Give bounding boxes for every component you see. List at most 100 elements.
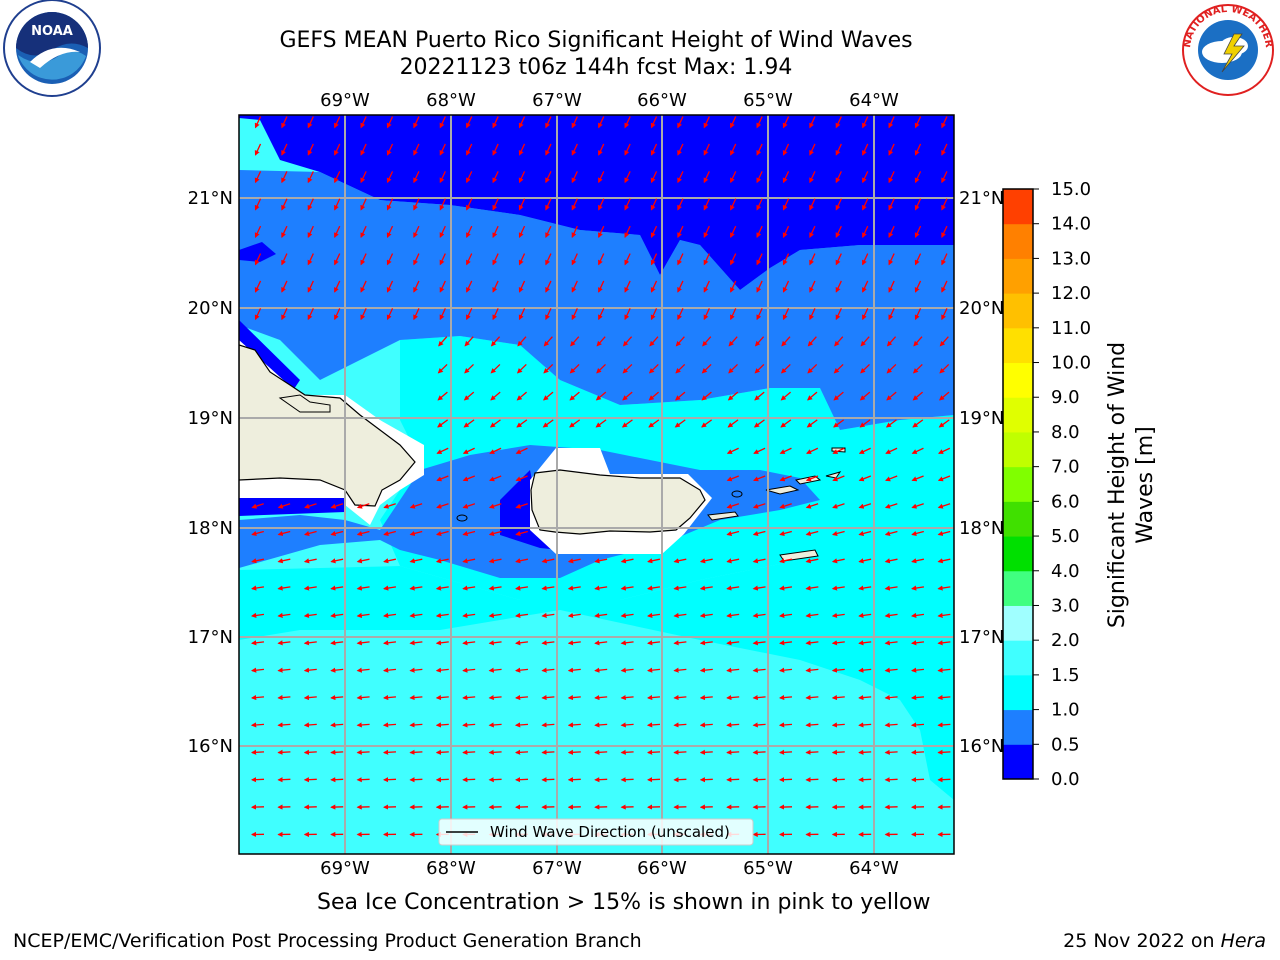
wave-direction-arrow <box>781 336 791 347</box>
wave-direction-arrow <box>360 198 367 211</box>
wave-direction-arrow <box>862 280 869 293</box>
wave-direction-arrow <box>858 640 872 646</box>
wave-direction-arrow <box>835 198 842 211</box>
colorbar-ticks: 15.0 14.0 13.0 12.0 11.0 10.0 9.0 8.0 7.0 6.0 5.0 4… <box>1033 179 1091 790</box>
wind-wave-arrows <box>250 116 951 838</box>
wave-direction-arrow <box>886 363 897 374</box>
wave-direction-arrow <box>462 749 476 755</box>
wave-direction-arrow <box>518 280 526 293</box>
wave-direction-arrow <box>254 116 262 129</box>
colorbar-segment <box>1003 709 1033 745</box>
wave-direction-arrow <box>545 280 552 293</box>
wave-direction-arrow <box>726 447 739 454</box>
wave-direction-arrow <box>699 612 713 619</box>
wave-direction-arrow <box>594 612 608 619</box>
wave-direction-arrow <box>831 640 845 646</box>
noaa-logo-text: NOAA <box>31 24 73 39</box>
wave-direction-arrow <box>726 475 740 482</box>
wave-direction-arrow <box>911 503 924 509</box>
colorbar-segment <box>1003 293 1033 329</box>
wave-direction-arrow <box>251 503 264 509</box>
wave-direction-arrow <box>809 225 816 238</box>
lon-label-top: 66°W <box>637 90 687 111</box>
colorbar-segment <box>1003 258 1033 294</box>
wave-direction-arrow <box>778 722 793 728</box>
lat-label-left: 16°N <box>188 736 233 757</box>
wave-direction-arrow <box>466 253 473 266</box>
wave-direction-arrow <box>780 419 792 428</box>
sea-ice-caption: Sea Ice Concentration > 15% is shown in … <box>317 890 931 915</box>
wave-direction-arrow <box>514 749 529 755</box>
wave-direction-arrow <box>462 722 476 728</box>
wave-direction-arrow <box>594 777 608 783</box>
wave-direction-arrow <box>567 722 581 728</box>
wave-direction-arrow <box>303 749 317 755</box>
wave-direction-arrow <box>673 777 687 783</box>
wave-direction-arrow <box>884 558 898 564</box>
wave-direction-arrow <box>650 143 658 156</box>
wave-direction-arrow <box>439 308 446 321</box>
wave-direction-arrow <box>330 667 344 673</box>
wave-direction-arrow <box>703 308 710 321</box>
wave-direction-arrow <box>809 116 816 129</box>
wave-direction-arrow <box>673 749 687 755</box>
hispaniola-land <box>239 344 416 507</box>
wave-direction-arrow <box>941 143 948 156</box>
wave-direction-arrow <box>914 253 922 266</box>
wave-direction-arrow <box>545 171 552 184</box>
wave-direction-arrow <box>598 280 605 293</box>
wave-direction-arrow <box>650 308 658 321</box>
wave-direction-arrow <box>594 694 608 701</box>
wave-direction-arrow <box>726 667 740 673</box>
wave-direction-arrow <box>413 143 420 156</box>
wave-direction-arrow <box>567 612 581 619</box>
wave-direction-arrow <box>884 640 898 646</box>
wave-direction-arrow <box>356 585 370 591</box>
wave-direction-arrow <box>569 363 580 374</box>
wave-direction-arrow <box>753 475 766 482</box>
wave-direction-arrow <box>832 447 845 454</box>
colorbar-segment <box>1003 327 1033 364</box>
wave-direction-arrow <box>884 749 898 755</box>
wave-direction-arrow <box>277 777 291 783</box>
lon-label-bottom: 69°W <box>320 858 370 879</box>
wave-direction-arrow <box>806 419 818 428</box>
wave-direction-legend: Wind Wave Direction (unscaled) <box>438 818 754 846</box>
wave-direction-arrow <box>303 585 317 591</box>
wave-direction-arrow <box>462 558 476 564</box>
colorbar-label-line1: Significant Height of Wind <box>1105 342 1130 628</box>
wave-direction-arrow <box>782 280 790 293</box>
gridlines <box>239 115 954 854</box>
lon-label-top: 65°W <box>743 90 793 111</box>
wave-direction-arrow <box>910 749 925 755</box>
wave-direction-arrow <box>386 171 394 184</box>
wave-direction-arrow <box>356 749 370 755</box>
wave-direction-arrow <box>595 391 607 401</box>
wave-direction-arrow <box>835 116 842 129</box>
wave-direction-arrow <box>383 558 397 564</box>
wave-direction-arrow <box>598 225 605 238</box>
colorbar-label: Significant Height of Wind Waves [m] <box>1105 342 1158 628</box>
wave-direction-arrow <box>647 585 661 591</box>
wave-direction-arrow <box>701 419 713 428</box>
wave-direction-arrow <box>515 585 529 591</box>
wave-direction-arrow <box>413 225 420 238</box>
lat-label-left: 20°N <box>188 298 233 319</box>
wave-direction-arrow <box>571 280 578 293</box>
wave-direction-arrow <box>382 777 397 783</box>
wave-direction-arrow <box>675 391 686 401</box>
colorbar-tick-label: 10.0 <box>1051 353 1091 374</box>
wave-direction-arrow <box>492 171 499 184</box>
wave-direction-arrow <box>677 308 684 321</box>
colorbar-tick-label: 7.0 <box>1051 457 1080 478</box>
wave-direction-arrow <box>646 694 661 701</box>
wave-direction-arrow <box>409 503 423 509</box>
wave-direction-arrow <box>545 225 552 238</box>
wave-direction-arrow <box>910 694 925 701</box>
wave-direction-arrow <box>885 475 898 482</box>
wave-direction-arrow <box>514 777 529 783</box>
footer-credit: NCEP/EMC/Verification Post Processing Pr… <box>13 930 642 952</box>
wave-direction-arrow <box>281 143 288 156</box>
wave-direction-arrow <box>779 585 793 591</box>
lon-label-bottom: 67°W <box>532 858 582 879</box>
